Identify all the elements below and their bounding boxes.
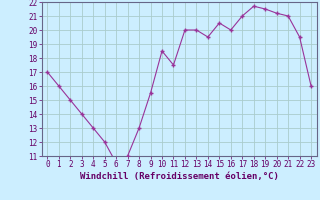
X-axis label: Windchill (Refroidissement éolien,°C): Windchill (Refroidissement éolien,°C) (80, 172, 279, 181)
